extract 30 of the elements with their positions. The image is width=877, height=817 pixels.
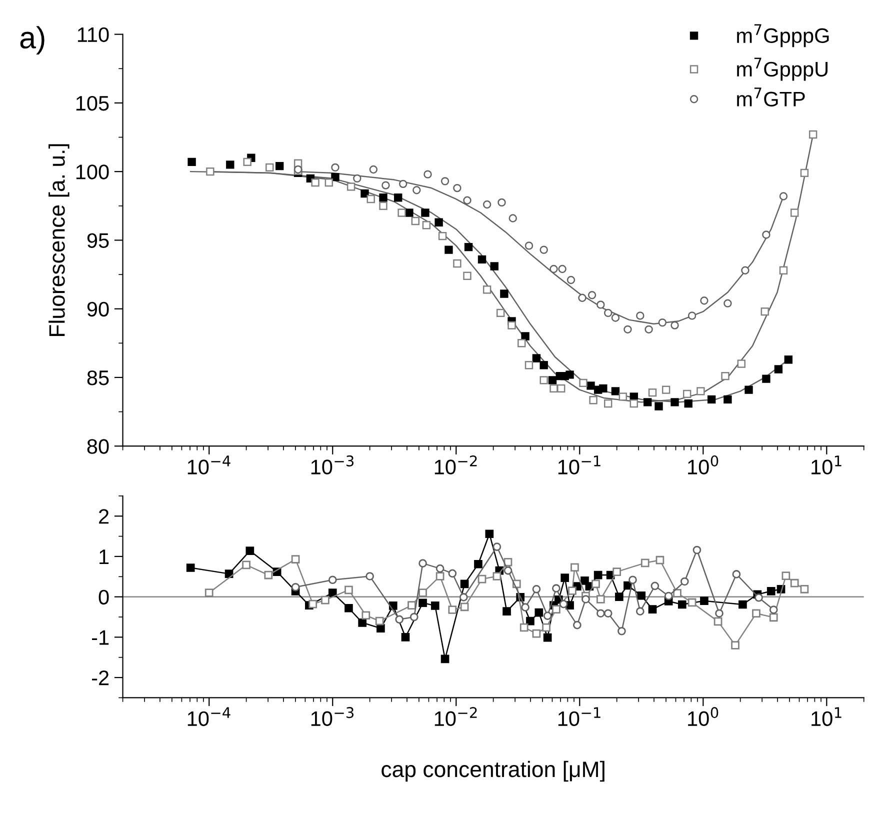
y-tick-label: 2 (99, 509, 109, 524)
x-tick-label: 10$^{−4}$ (188, 707, 230, 726)
y-tick-label: 105 (76, 96, 109, 111)
y-tick-label: 90 (87, 302, 109, 317)
x-tick-label: 10$^{1}$ (812, 456, 842, 474)
y-tick-label: 100 (76, 164, 109, 180)
x-tick-label: 10$^{0}$ (688, 707, 718, 726)
legend-label: m$^{7}$GpppU (737, 58, 828, 81)
y-tick-label: 80 (87, 439, 109, 454)
y-tick-label: -1 (92, 630, 109, 645)
x-tick-label: 10$^{0}$ (688, 455, 718, 474)
x-tick-label: 10$^{1}$ (812, 707, 842, 726)
y-tick-label: 0 (98, 590, 109, 605)
y-tick-label: 110 (78, 27, 109, 42)
x-tick-label: 10$^{−4}$ (188, 456, 230, 474)
y-tick-label: 85 (87, 370, 109, 386)
y-tick-label: -2 (92, 670, 109, 686)
x-tick-label: 10$^{−1}$ (558, 707, 600, 726)
text: a) (20, 26, 44, 55)
y-tick-label: 1 (100, 550, 109, 564)
y-axis-title: Fluorescence [a. u.] (48, 144, 70, 336)
x-tick-label: 10$^{−2}$ (434, 455, 477, 474)
legend-label: m$^{7}$GpppG (737, 24, 829, 48)
x-axis-title: cap concentration [μM] (382, 760, 604, 782)
x-tick-label: 10$^{−3}$ (311, 455, 354, 474)
legend-label: m$^{7}$GTP (737, 88, 805, 106)
x-tick-label: 10$^{−1}$ (558, 456, 600, 474)
x-tick-label: 10$^{−2}$ (434, 707, 477, 726)
y-tick-label: 95 (87, 233, 109, 248)
x-tick-label: 10$^{−3}$ (311, 707, 354, 726)
